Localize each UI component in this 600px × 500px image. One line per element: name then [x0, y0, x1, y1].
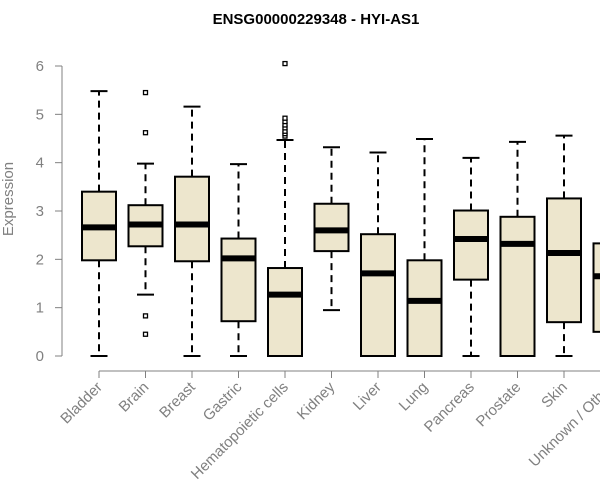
box-8 — [453, 156, 489, 357]
box-3 — [220, 163, 257, 357]
box-0 — [81, 90, 117, 357]
x-tick-label-9: Prostate — [473, 379, 525, 431]
box-6 — [360, 151, 396, 357]
x-tick-label-3: Gastric — [200, 378, 246, 424]
box-11 — [592, 242, 600, 333]
outlier-1-1 — [142, 313, 149, 319]
y-tick-label-3: 3 — [36, 203, 44, 220]
x-tick-label-5: Kidney — [294, 378, 339, 423]
x-tick-label-8: Pancreas — [421, 379, 478, 436]
box-body-9 — [499, 215, 536, 357]
box-body-8 — [453, 209, 489, 281]
y-tick-label-2: 2 — [36, 251, 44, 268]
y-tick-label-0: 0 — [36, 348, 44, 365]
outlier-1-0 — [142, 331, 149, 337]
box-9 — [499, 140, 536, 357]
box-10 — [546, 134, 582, 357]
box-1 — [127, 89, 164, 337]
box-4 — [267, 60, 303, 357]
x-tick-label-0: Bladder — [57, 379, 106, 428]
x-tick-label-10: Skin — [538, 379, 571, 412]
y-tick-label-6: 6 — [36, 58, 44, 75]
x-tick-label-2: Breast — [156, 378, 199, 421]
y-axis-label: Expression — [0, 162, 17, 236]
box-body-6 — [360, 233, 396, 357]
box-body-3 — [220, 237, 257, 323]
outlier-4-7 — [282, 60, 288, 67]
box-body-2 — [174, 175, 210, 263]
y-tick-label-4: 4 — [36, 155, 44, 172]
y-tick-label-5: 5 — [36, 106, 44, 123]
boxes-group — [81, 60, 600, 357]
y-tick-label-1: 1 — [36, 300, 44, 317]
x-tick-label-1: Brain — [116, 379, 153, 416]
x-tick-label-7: Lung — [396, 379, 432, 415]
x-tick-label-6: Liver — [350, 379, 385, 414]
box-7 — [406, 137, 443, 357]
box-body-11 — [592, 242, 600, 333]
y-axis: 0 1 2 3 4 5 6 — [36, 58, 63, 365]
box-body-10 — [546, 197, 582, 324]
chart-title: ENSG00000229348 - HYI-AS1 — [213, 11, 420, 28]
outlier-1-3 — [142, 89, 149, 96]
outlier-4-6 — [282, 115, 288, 121]
box-body-4 — [267, 267, 303, 357]
box-body-7 — [406, 259, 443, 357]
box-5 — [313, 146, 350, 312]
box-2 — [174, 105, 210, 357]
outlier-1-2 — [142, 130, 149, 136]
